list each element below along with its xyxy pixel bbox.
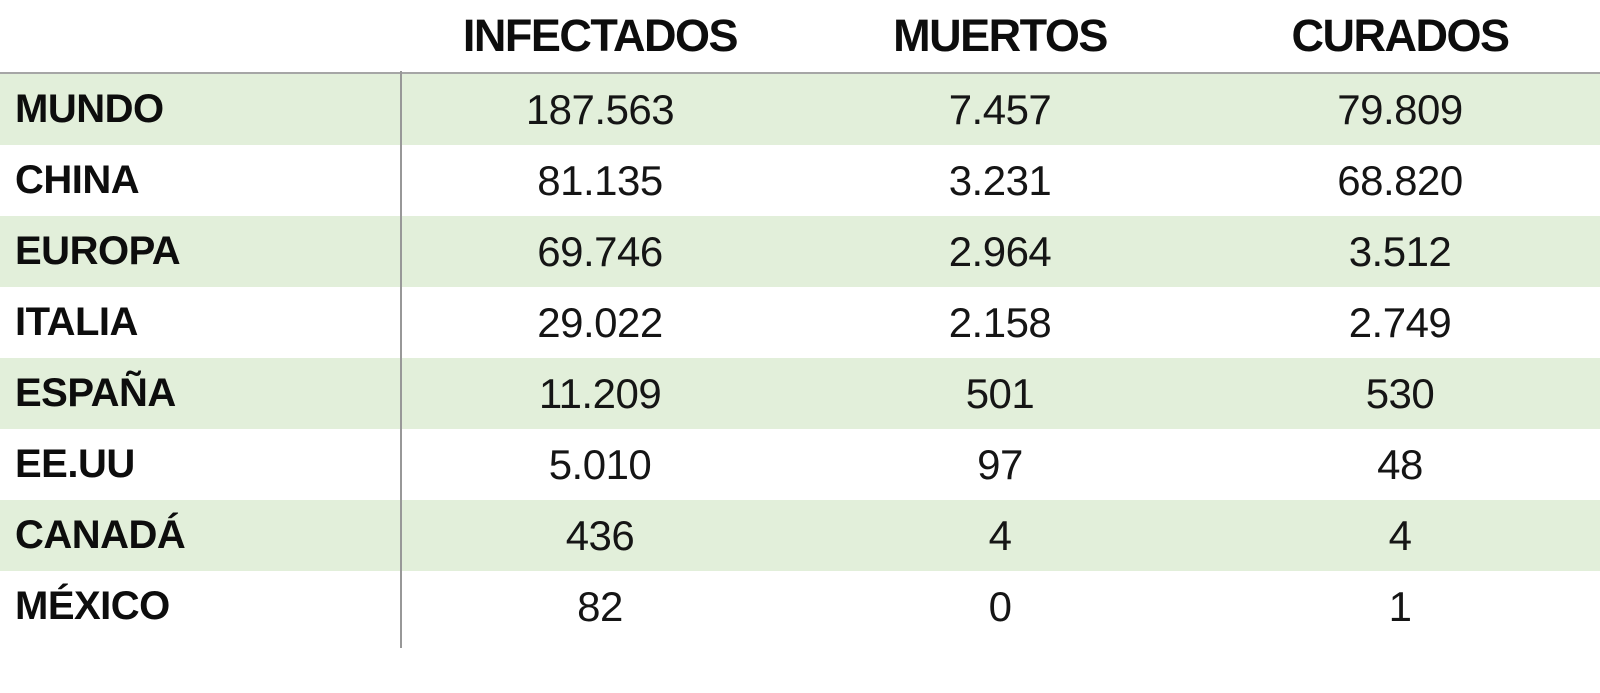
- cell-infectados: 29.022: [537, 298, 663, 346]
- cell-curados: 1: [1388, 582, 1412, 630]
- cell-infectados: 11.209: [538, 369, 662, 417]
- row-label: CANADÁ: [15, 513, 186, 557]
- row-label: EE.UU: [15, 442, 135, 486]
- cell-infectados: 69.746: [537, 227, 663, 275]
- cell-muertos: 4: [988, 511, 1012, 559]
- cell-curados: 3.512: [1348, 227, 1452, 275]
- row-label: EUROPA: [15, 229, 181, 273]
- table-row-china: CHINA 81.135 3.231 68.820: [0, 145, 1600, 216]
- cell-muertos: 3.231: [948, 156, 1052, 204]
- table-row-europa: EUROPA 69.746 2.964 3.512: [0, 216, 1600, 287]
- cell-curados: 4: [1388, 511, 1412, 559]
- table-header-row: INFECTADOS MUERTOS CURADOS: [0, 0, 1600, 72]
- header-empty: [0, 0, 400, 72]
- header-muertos: MUERTOS: [893, 10, 1108, 61]
- cell-muertos: 0: [988, 582, 1012, 630]
- row-label: MÉXICO: [15, 584, 170, 628]
- cell-infectados: 5.010: [548, 440, 652, 488]
- cell-curados: 530: [1365, 369, 1435, 417]
- table-row-mexico: MÉXICO 82 0 1: [0, 571, 1600, 642]
- row-label: MUNDO: [15, 87, 164, 131]
- table-row-espana: ESPAÑA 11.209 501 530: [0, 358, 1600, 429]
- cell-curados: 48: [1377, 440, 1423, 488]
- table-row-mundo: MUNDO 187.563 7.457 79.809: [0, 74, 1600, 145]
- cell-infectados: 187.563: [525, 85, 675, 133]
- table-row-canada: CANADÁ 436 4 4: [0, 500, 1600, 571]
- cell-curados: 2.749: [1348, 298, 1452, 346]
- cell-infectados: 82: [577, 582, 623, 630]
- column-divider-line: [400, 71, 402, 648]
- cell-curados: 79.809: [1337, 85, 1463, 133]
- table-row-eeuu: EE.UU 5.010 97 48: [0, 429, 1600, 500]
- table-body: MUNDO 187.563 7.457 79.809 CHINA 81.135 …: [0, 72, 1600, 642]
- cell-infectados: 436: [565, 511, 635, 559]
- header-curados: CURADOS: [1291, 10, 1510, 61]
- cell-muertos: 7.457: [948, 85, 1052, 133]
- header-infectados: INFECTADOS: [462, 10, 739, 61]
- row-label: ESPAÑA: [15, 371, 176, 415]
- cell-muertos: 2.158: [948, 298, 1052, 346]
- cell-infectados: 81.135: [537, 156, 663, 204]
- cell-muertos: 2.964: [948, 227, 1052, 275]
- cell-curados: 68.820: [1337, 156, 1463, 204]
- cell-muertos: 501: [965, 369, 1035, 417]
- table-row-italia: ITALIA 29.022 2.158 2.749: [0, 287, 1600, 358]
- row-label: CHINA: [15, 158, 140, 202]
- cell-muertos: 97: [977, 440, 1023, 488]
- row-label: ITALIA: [15, 300, 138, 344]
